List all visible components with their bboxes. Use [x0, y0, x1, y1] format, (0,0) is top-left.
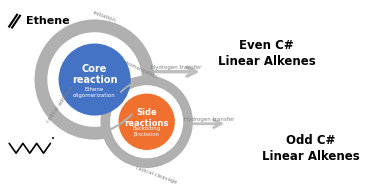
Text: Backbiting
β-scission: Backbiting β-scission — [132, 126, 161, 137]
Text: isomerization: isomerization — [125, 60, 159, 80]
Text: Hydrogen transfer: Hydrogen transfer — [151, 65, 202, 70]
Text: radical cleavage: radical cleavage — [135, 165, 178, 184]
Text: Core
reaction: Core reaction — [72, 64, 117, 85]
Text: Odd C#
Linear Alkenes: Odd C# Linear Alkenes — [262, 134, 359, 163]
Text: Side
reactions: Side reactions — [125, 108, 169, 128]
Circle shape — [48, 33, 141, 126]
Text: •: • — [51, 136, 55, 142]
Text: Hydrogen transfer: Hydrogen transfer — [184, 117, 234, 122]
Circle shape — [59, 44, 130, 115]
Circle shape — [119, 94, 174, 149]
Text: radical addition: radical addition — [46, 85, 75, 123]
Circle shape — [111, 86, 183, 158]
Text: initiation: initiation — [92, 11, 117, 24]
Text: Even C#
Linear Alkenes: Even C# Linear Alkenes — [218, 39, 315, 67]
Text: Ethene: Ethene — [26, 16, 70, 26]
Text: Ethene
oligomerization: Ethene oligomerization — [73, 87, 116, 98]
